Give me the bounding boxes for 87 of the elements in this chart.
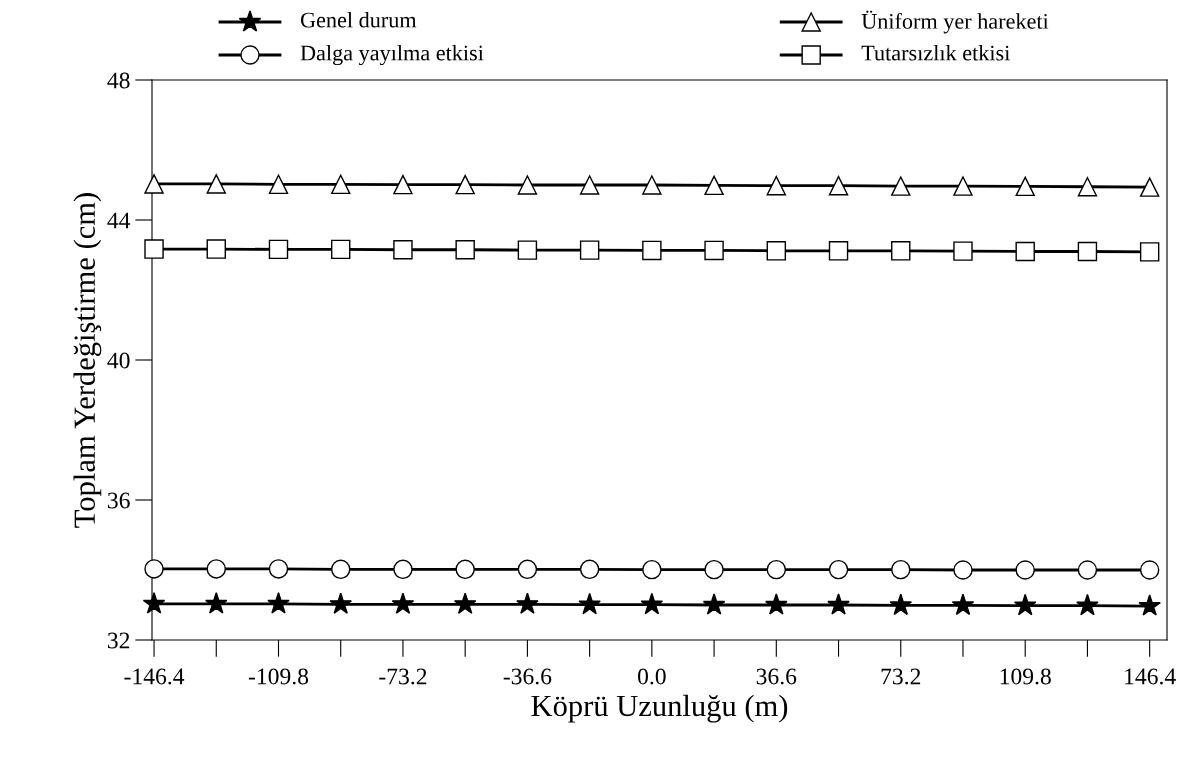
point [953,241,973,261]
y-tick-label: 40 [107,352,130,369]
point [1138,594,1161,616]
point [393,174,413,195]
point [516,592,539,614]
point [1139,177,1160,197]
point [330,174,351,195]
legend-label: Tutarsızlık etkisi [861,44,1010,61]
point [455,174,475,195]
point [704,175,724,196]
point [1076,593,1099,616]
point [828,175,849,196]
point [1077,560,1098,580]
point [1077,177,1098,197]
point [330,239,351,260]
x-tick-label: 73.2 [881,668,921,685]
point [268,559,289,579]
y-tick-label: 36 [107,492,130,509]
point [1015,241,1035,262]
legend-label: Genel durum [300,11,417,28]
point [642,240,662,261]
point [704,559,724,580]
point [453,592,477,614]
x-tick-label: 36.6 [756,668,797,685]
x-tick-label: -109.8 [248,668,309,685]
point [206,559,226,579]
point [642,559,662,580]
point [1139,242,1160,262]
x-tick-label: -36.6 [503,668,552,685]
point [579,175,600,195]
point [206,174,226,194]
point [517,559,538,580]
point [827,593,850,615]
point [640,592,664,615]
point [391,592,415,614]
point [268,239,289,260]
point [393,559,413,580]
legend-label: Dalga yayılma etkisi [300,44,484,66]
point [891,176,911,196]
y-tick-label: 44 [107,212,131,229]
point [267,592,290,614]
point [579,559,600,580]
point [393,240,413,260]
point [329,592,352,614]
point [1139,560,1160,580]
point [828,559,849,580]
point [578,592,601,615]
point [142,592,166,614]
legend-label: Üniform yer hareketi [861,10,1049,34]
y-tick-label: 32 [107,632,130,649]
point [766,241,787,261]
point [642,175,662,195]
point [144,174,164,194]
point [766,559,787,580]
x-tick-label: -146.4 [124,668,185,685]
x-tick-label: 0.0 [637,668,666,685]
point [891,241,911,261]
point [766,175,787,196]
point [206,239,226,259]
point [205,592,228,614]
point [517,240,538,260]
point [704,240,724,261]
point [953,560,973,580]
x-tick-label: -73.2 [379,668,427,685]
x-tick-label: 109.8 [1000,668,1051,685]
point [889,593,913,616]
point [1077,241,1098,262]
point [1015,560,1035,580]
point [517,175,538,195]
point [1013,593,1037,616]
point [891,559,911,580]
point [579,240,600,260]
point [144,559,164,579]
x-tick-label: 146.4 [1125,668,1176,685]
point [953,176,973,196]
point [951,593,975,616]
point [455,559,475,580]
point [144,239,164,259]
point [702,593,726,615]
point [1015,176,1035,197]
y-axis-title: Toplam Yerdeğiştirme (cm) [73,193,102,528]
point [765,593,788,615]
y-tick-label: 48 [107,72,130,89]
x-axis-title: Köprü Uzunluğu (m) [531,694,788,723]
point [330,559,351,580]
point [828,241,849,261]
point [455,240,475,260]
